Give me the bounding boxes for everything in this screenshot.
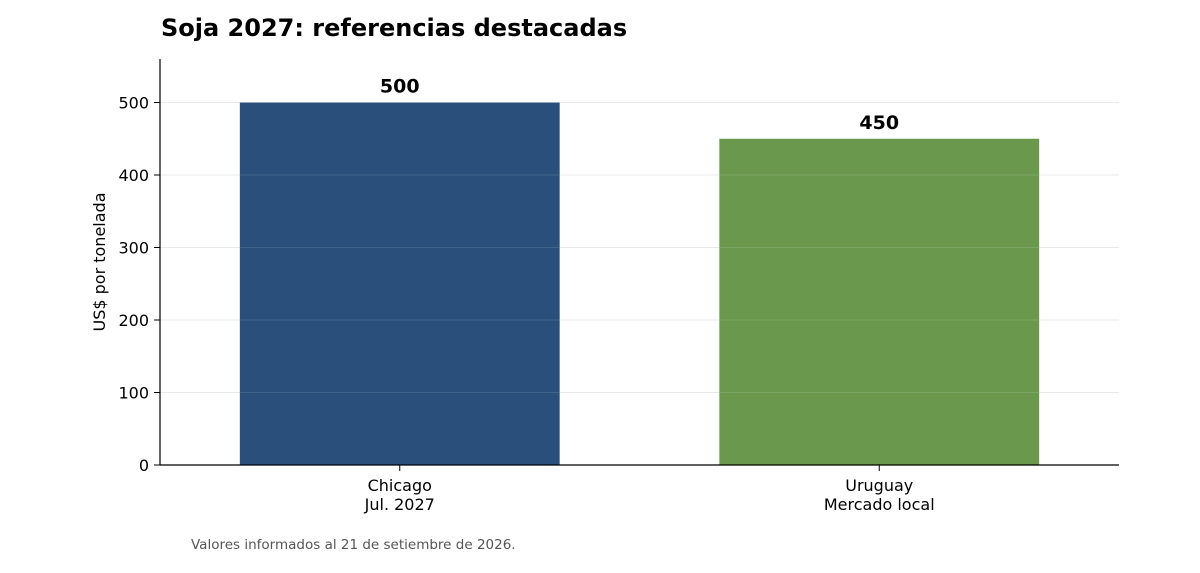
x-tick-label: Uruguay xyxy=(845,476,913,495)
value-labels: 500 450 xyxy=(380,76,899,134)
y-tick-label: 100 xyxy=(118,384,149,403)
y-tick-label: 400 xyxy=(118,166,149,185)
y-tick-label: 0 xyxy=(139,456,149,475)
footnote: Valores informados al 21 de setiembre de… xyxy=(191,537,516,553)
chart-title: Soja 2027: referencias destacadas xyxy=(161,14,627,42)
bars xyxy=(239,102,1040,465)
y-axis-label: US$ por tonelada xyxy=(90,193,109,332)
value-label: 500 xyxy=(380,76,420,98)
y-tick-label: 300 xyxy=(118,239,149,258)
y-tick-label: 200 xyxy=(118,311,149,330)
x-tick-label: Chicago xyxy=(368,476,432,495)
y-ticks: 0 100 200 300 400 500 xyxy=(118,94,160,475)
y-tick-label: 500 xyxy=(118,94,149,113)
bar xyxy=(719,138,1040,465)
x-tick-label: Mercado local xyxy=(824,495,935,514)
bar xyxy=(239,102,560,465)
x-tick-label: Jul. 2027 xyxy=(364,495,435,514)
axes xyxy=(159,59,1119,466)
value-label: 450 xyxy=(859,112,899,134)
